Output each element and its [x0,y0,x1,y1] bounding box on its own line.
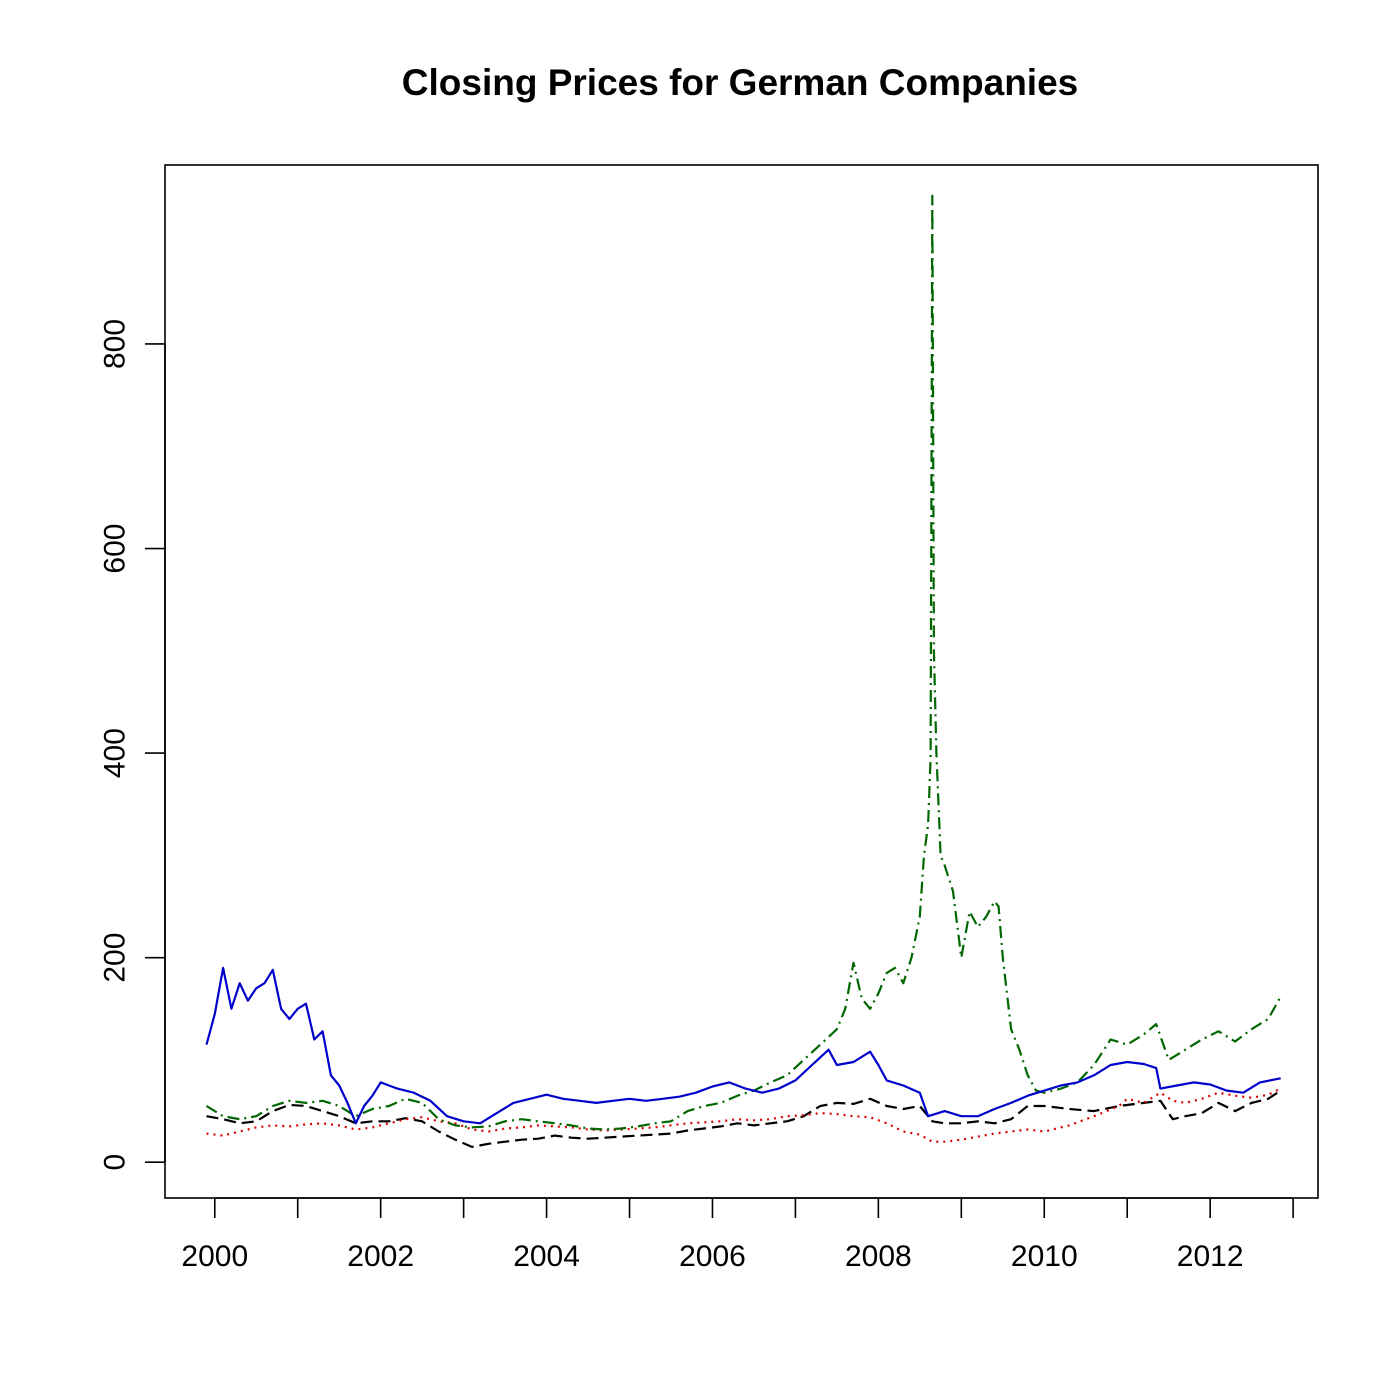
x-tick-label: 2010 [1011,1240,1078,1273]
x-tick-label: 2006 [679,1240,746,1273]
series-line-3 [205,194,1282,1131]
y-tick-label: 800 [99,319,132,369]
chart-title: Closing Prices for German Companies [402,62,1078,103]
x-tick-label: 2004 [513,1240,580,1273]
series-layer [205,194,1282,1148]
x-axis: 2000 2002 2004 2006 2008 2010 2012 [181,1197,1294,1273]
y-tick-label: 400 [99,728,132,778]
x-tick-label: 2008 [845,1240,912,1273]
series-line-1 [206,1089,1282,1148]
series-line-2 [206,1087,1282,1143]
series-line-4 [205,966,1281,1125]
x-tick-label: 2000 [181,1240,248,1273]
y-tick-label: 600 [99,524,132,574]
y-tick-label: 0 [99,1154,132,1171]
y-tick-label: 200 [99,933,132,983]
x-tick-label: 2012 [1177,1240,1244,1273]
x-tick-label: 2002 [347,1240,414,1273]
plot-area-frame [164,164,1319,1199]
y-axis: 0 200 400 600 800 [99,319,166,1171]
